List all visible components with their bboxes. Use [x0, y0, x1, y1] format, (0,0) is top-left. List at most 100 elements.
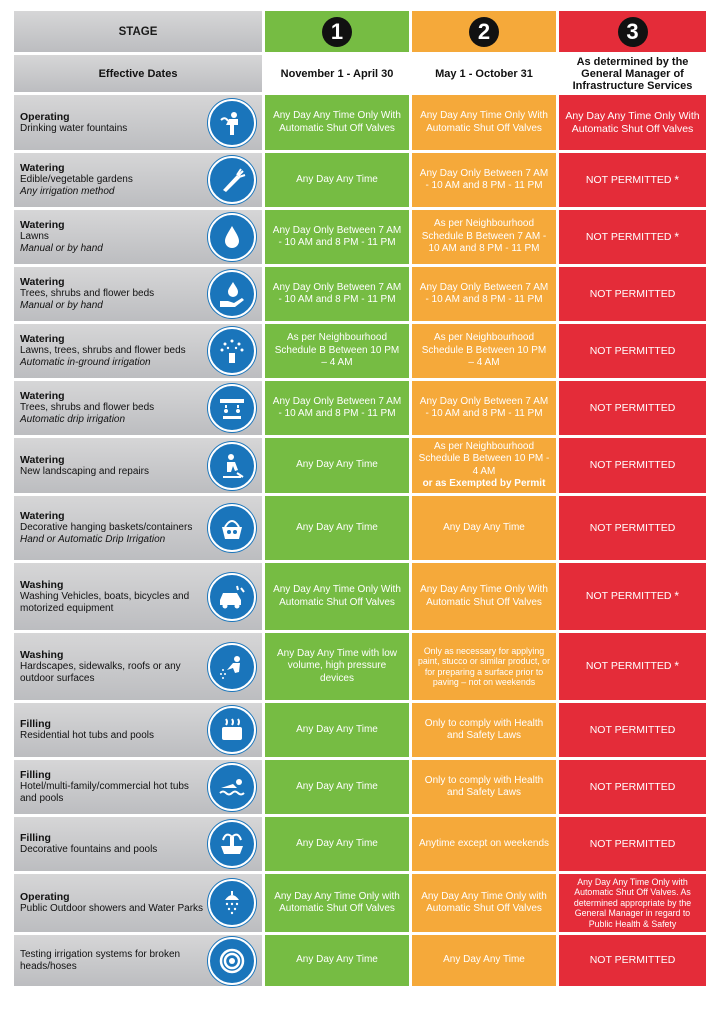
activity-description: Testing irrigation systems for broken he… — [20, 948, 181, 972]
activity-cell: Operating Drinking water fountains — [14, 95, 265, 153]
activity-description: Residential hot tubs and pools — [20, 730, 154, 741]
restriction-row: Watering Decorative hanging baskets/conta… — [14, 496, 706, 563]
activity-mode: Any irrigation method — [20, 186, 115, 197]
activity-category: Filling — [20, 832, 51, 844]
stage-1-rule: Any Day Any Time — [265, 496, 412, 563]
stage-3-rule: NOT PERMITTED — [559, 381, 706, 438]
stage-3-rule: NOT PERMITTED — [559, 760, 706, 817]
restriction-row: Watering Lawns Manual or by hand Any Day On… — [14, 210, 706, 267]
activity-category: Watering — [20, 276, 65, 288]
activity-mode: Hand or Automatic Drip Irrigation — [20, 534, 166, 545]
stage-1-rule: Any Day Any Time with low volume, high p… — [265, 633, 412, 703]
restriction-row: Washing Hardscapes, sidewalks, roofs or a… — [14, 633, 706, 703]
stage-1-rule: Any Day Any Time — [265, 817, 412, 874]
footnote-asterisk: * — [674, 229, 680, 244]
stage-2-rule: Any Day Any Time Only with Automatic Shu… — [412, 874, 559, 935]
stage-3-rule: Any Day Any Time Only with Automatic Shu… — [559, 874, 706, 935]
stage-3-rule: NOT PERMITTED — [559, 438, 706, 496]
activity-cell: Operating Public Outdoor showers and Wate… — [14, 874, 265, 935]
stage-2-rule: Only to comply with Health and Safety La… — [412, 703, 559, 760]
activity-category: Watering — [20, 219, 65, 231]
activity-mode: Automatic drip irrigation — [20, 414, 126, 425]
activity-description: Drinking water fountains — [20, 122, 128, 134]
activity-mode: Automatic in-ground irrigation — [20, 357, 151, 368]
hose-icon — [208, 936, 256, 985]
stage-1-header: 1 — [265, 11, 412, 55]
gardener-icon — [208, 441, 256, 490]
activity-category: Filling — [20, 769, 51, 781]
activity-cell: Washing Hardscapes, sidewalks, roofs or a… — [14, 633, 265, 703]
activity-cell: Watering Decorative hanging baskets/conta… — [14, 496, 265, 563]
stage-2-rule: Only to comply with Health and Safety La… — [412, 760, 559, 817]
activity-description: Decorative fountains and pools — [20, 844, 158, 855]
stage-1-rule: Any Day Any Time — [265, 760, 412, 817]
activity-cell: Watering Edible/vegetable gardens Any irri… — [14, 153, 265, 210]
flower-basket-icon — [208, 504, 256, 552]
restriction-row: Washing Washing Vehicles, boats, bicycles… — [14, 563, 706, 633]
stage-2-rule: As per Neighbourhood Schedule B Between … — [412, 210, 559, 267]
stage-1-rule: As per Neighbourhood Schedule B Between … — [265, 324, 412, 381]
stage-2-rule: As per Neighbourhood Schedule B Between … — [412, 324, 559, 381]
activity-category: Filling — [20, 718, 51, 730]
stage-number-1: 1 — [322, 16, 352, 47]
restriction-row: Filling Decorative fountains and pools Any… — [14, 817, 706, 874]
stage-2-rule: Any Day Any Time — [412, 496, 559, 563]
activity-category: Watering — [20, 390, 65, 402]
stage-3-dates: As determined by the General Manager of … — [559, 55, 706, 95]
stage-1-dates: November 1 - April 30 — [265, 55, 412, 95]
stage-label: STAGE — [14, 11, 265, 55]
activity-cell: Washing Washing Vehicles, boats, bicycles… — [14, 563, 265, 633]
water-drop-icon — [208, 213, 256, 261]
restriction-row: Filling Residential hot tubs and pools Any… — [14, 703, 706, 760]
activity-description: Public Outdoor showers and Water Parks — [20, 903, 204, 914]
hot-tub-icon — [208, 706, 256, 754]
car-wash-icon — [208, 572, 256, 621]
activity-description: Trees, shrubs and flower beds — [20, 288, 155, 299]
restriction-row: Filling Hotel/multi-family/commercial hot… — [14, 760, 706, 817]
restriction-row: Operating Public Outdoor showers and Wate… — [14, 874, 706, 935]
stage-1-rule: Any Day Any Time Only With Automatic Shu… — [265, 95, 412, 153]
activity-description: Trees, shrubs and flower beds — [20, 402, 155, 413]
stage-3-rule: NOT PERMITTED — [559, 496, 706, 563]
activity-cell: Filling Hotel/multi-family/commercial hot… — [14, 760, 265, 817]
activity-category: Operating — [20, 110, 70, 123]
activity-category: Watering — [20, 162, 65, 174]
activity-category: Operating — [20, 891, 70, 903]
activity-cell: Watering Lawns Manual or by hand — [14, 210, 265, 267]
restriction-row: Watering Trees, shrubs and flower beds Aut… — [14, 381, 706, 438]
activity-cell: Watering Lawns, trees, shrubs and flower … — [14, 324, 265, 381]
effective-dates-row: Effective Dates November 1 - April 30 Ma… — [14, 55, 706, 95]
activity-category: Watering — [20, 453, 65, 466]
activity-cell: Watering New landscaping and repairs — [14, 438, 265, 496]
carrot-icon — [208, 156, 256, 204]
footnote-asterisk: * — [674, 659, 680, 674]
fountain-icon — [208, 820, 256, 868]
stage-2-header: 2 — [412, 11, 559, 55]
stage-3-rule: NOT PERMITTED * — [559, 153, 706, 210]
stage-1-rule: Any Day Any Time Only with Automatic Shu… — [265, 874, 412, 935]
stage-3-rule: NOT PERMITTED — [559, 703, 706, 760]
activity-mode: Manual or by hand — [20, 300, 103, 311]
stage-3-rule: NOT PERMITTED * — [559, 563, 706, 633]
permit-exemption: or as Exempted by Permit — [422, 478, 546, 489]
footnote-asterisk: * — [674, 172, 680, 187]
activity-description: Hardscapes, sidewalks, roofs or any outd… — [20, 660, 181, 684]
stage-1-rule: Any Day Any Time Only With Automatic Shu… — [265, 563, 412, 633]
stage-3-rule: NOT PERMITTED — [559, 324, 706, 381]
stage-2-rule: Anytime except on weekends — [412, 817, 559, 874]
stage-1-rule: Any Day Only Between 7 AM - 10 AM and 8 … — [265, 267, 412, 324]
activity-cell: Filling Residential hot tubs and pools — [14, 703, 265, 760]
activity-category: Watering — [20, 333, 65, 345]
activity-cell: Watering Trees, shrubs and flower beds Aut… — [14, 381, 265, 438]
shower-icon — [208, 879, 256, 927]
stage-2-rule: Any Day Any Time — [412, 935, 559, 989]
stage-1-rule: Any Day Only Between 7 AM - 10 AM and 8 … — [265, 381, 412, 438]
stage-1-rule: Any Day Only Between 7 AM - 10 AM and 8 … — [265, 210, 412, 267]
activity-category: Watering — [20, 510, 65, 522]
stage-3-rule: NOT PERMITTED — [559, 267, 706, 324]
water-restrictions-table: STAGE 1 2 3 Effective Dates November 1 -… — [14, 11, 706, 989]
stage-2-rule: Any Day Only Between 7 AM - 10 AM and 8 … — [412, 153, 559, 210]
activity-cell: Testing irrigation systems for broken he… — [14, 935, 265, 989]
stage-3-rule: NOT PERMITTED — [559, 817, 706, 874]
stage-1-rule: Any Day Any Time — [265, 438, 412, 496]
